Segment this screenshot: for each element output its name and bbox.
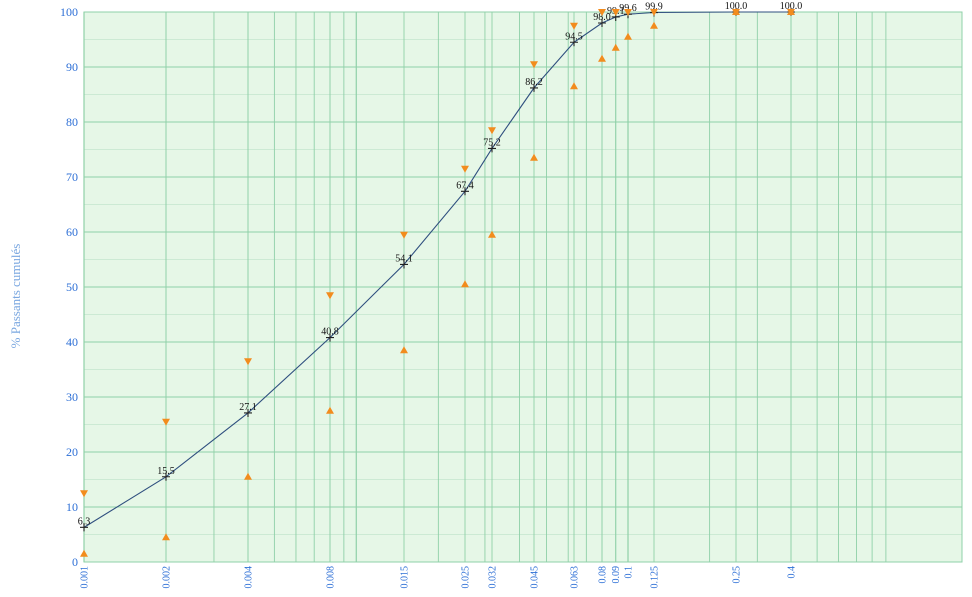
- data-label: 86.2: [525, 77, 543, 88]
- x-tick-label: 0.015: [400, 566, 411, 589]
- upper-triangle-marker: [624, 9, 632, 16]
- data-label: 27.1: [239, 402, 257, 413]
- y-tick-label: 70: [66, 170, 78, 184]
- lower-triangle-marker: [244, 472, 252, 480]
- y-tick-label: 30: [66, 390, 78, 404]
- data-point-marker: [598, 19, 606, 27]
- data-label: 99.9: [645, 2, 663, 13]
- lower-triangle-marker: [611, 43, 620, 51]
- y-tick-label: 80: [66, 115, 78, 129]
- x-tick-label: 0.032: [488, 566, 499, 589]
- upper-triangle-marker: [162, 418, 170, 426]
- upper-triangle-marker: [326, 292, 334, 300]
- y-tick-label: 10: [66, 500, 78, 514]
- x-tick-label: 0.25: [732, 566, 743, 584]
- data-point-marker: [400, 260, 408, 269]
- lower-triangle-marker: [326, 406, 334, 414]
- lower-triangle-marker: [732, 8, 740, 15]
- x-tick-label: 0.063: [570, 566, 581, 589]
- data-point-marker: [461, 187, 469, 196]
- lower-triangle-marker: [488, 230, 496, 238]
- upper-triangle-marker: [244, 358, 252, 366]
- x-tick-label: 0.125: [650, 566, 661, 589]
- x-tick-label: 0.001: [80, 566, 91, 589]
- lower-triangle-marker: [162, 533, 170, 541]
- data-point-marker: [162, 472, 170, 481]
- x-tick-label: 0.045: [530, 566, 541, 589]
- upper-triangle-marker: [80, 490, 88, 498]
- data-point-marker: [570, 38, 578, 47]
- lower-triangle-marker: [787, 8, 795, 15]
- data-point-marker: [326, 333, 334, 342]
- lower-triangle-marker: [598, 54, 606, 62]
- data-point-marker: [530, 83, 538, 92]
- y-tick-label: 40: [66, 335, 78, 349]
- data-label: 100.0: [725, 1, 748, 12]
- x-tick-label: 0.08: [598, 566, 609, 584]
- data-point-marker: [80, 523, 88, 532]
- upper-triangle-marker: [598, 9, 606, 16]
- lower-triangle-marker: [80, 549, 88, 557]
- lower-triangle-marker: [530, 153, 538, 161]
- data-label: 98.0: [593, 12, 611, 23]
- data-label: 54.1: [395, 253, 413, 264]
- data-point-marker: [244, 408, 252, 417]
- x-tick-label: 0.002: [162, 566, 173, 589]
- y-tick-label: 50: [66, 280, 78, 294]
- x-tick-label: 0.004: [244, 566, 255, 589]
- x-tick-label: 0.1: [624, 566, 635, 579]
- plot-frame: [83, 11, 963, 563]
- data-label: 99.6: [619, 3, 637, 14]
- lower-triangle-marker: [400, 346, 408, 354]
- data-label: 100.0: [780, 1, 803, 12]
- x-tick-label: 0.008: [326, 566, 337, 589]
- y-tick-label: 60: [66, 225, 78, 239]
- data-point-marker: [488, 144, 496, 153]
- data-label: 6.3: [78, 516, 91, 527]
- upper-triangle-marker: [488, 127, 496, 135]
- lower-triangle-marker: [624, 32, 632, 40]
- data-label: 40.8: [321, 327, 339, 338]
- upper-triangle-marker: [611, 9, 620, 16]
- upper-triangle-marker: [530, 61, 538, 69]
- y-tick-label: 20: [66, 445, 78, 459]
- upper-triangle-marker: [650, 9, 658, 16]
- data-label: 94.5: [565, 31, 583, 42]
- lower-triangle-marker: [570, 82, 578, 90]
- y-tick-label: 0: [72, 555, 78, 569]
- y-axis-label: % Passants cumulés: [8, 243, 23, 349]
- data-label: 15.5: [157, 466, 175, 477]
- upper-triangle-marker: [570, 22, 578, 30]
- y-tick-label: 100: [60, 5, 78, 19]
- lower-triangle-marker: [461, 280, 469, 288]
- upper-triangle-marker: [400, 231, 408, 239]
- data-label: 75.2: [483, 137, 501, 148]
- data-label: 67.4: [456, 180, 474, 191]
- x-tick-label: 0.09: [611, 566, 622, 584]
- x-tick-label: 0.025: [461, 566, 472, 589]
- x-tick-label: 0.4: [787, 566, 798, 579]
- lower-triangle-marker: [650, 21, 658, 29]
- y-tick-label: 90: [66, 60, 78, 74]
- upper-triangle-marker: [461, 165, 469, 173]
